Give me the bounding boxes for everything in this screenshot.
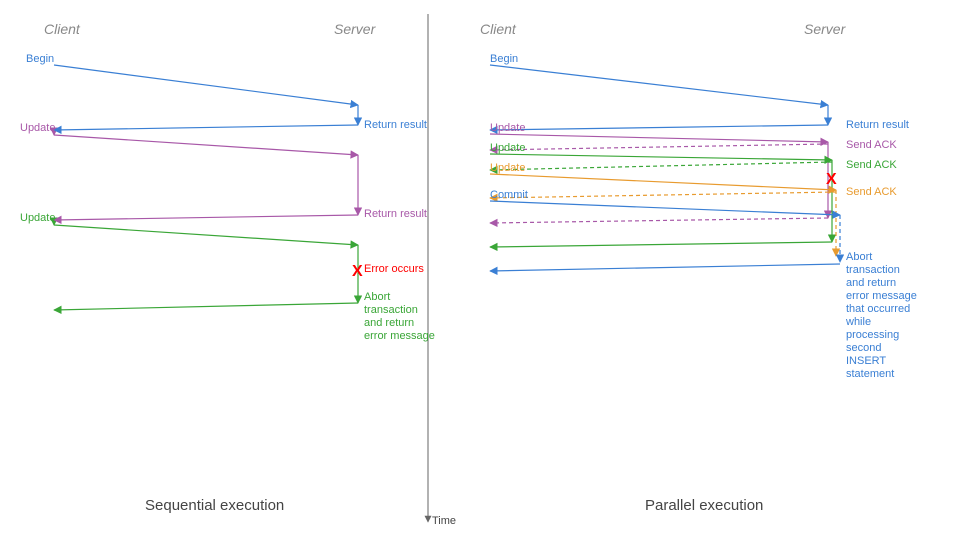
seq-arrow-5: [54, 303, 358, 310]
seq-error-icon: X: [352, 263, 363, 280]
par-error-icon: X: [826, 171, 837, 188]
par-arrow-8-label: Commit: [490, 189, 528, 201]
par-annotation: Aborttransactionand returnerror messaget…: [845, 251, 917, 380]
seq-arrow-3: [54, 215, 358, 220]
par-arrow-10: [490, 242, 832, 247]
par-arrow-1-label: Return result: [846, 119, 909, 131]
par-arrow-2: [490, 134, 828, 142]
par-arrow-2-label: Update: [490, 122, 525, 134]
par-arrow-1: [490, 125, 828, 130]
seq-arrow-0: [54, 65, 358, 105]
time-label: Time: [432, 515, 456, 527]
seq-arrow-4-label: Update: [20, 212, 55, 224]
par-arrow-11: [490, 264, 840, 271]
par-arrow-0: [490, 65, 828, 105]
par-arrow-5-label: Send ACK: [846, 159, 897, 171]
seq-arrow-3-label: Return result: [364, 208, 427, 220]
par-arrow-5: [490, 162, 832, 170]
par-client-header: Client: [480, 21, 517, 37]
seq-caption: Sequential execution: [145, 497, 284, 514]
par-arrow-7-label: Send ACK: [846, 186, 897, 198]
seq-server-header: Server: [334, 21, 377, 37]
seq-arrow-2-label: Update: [20, 122, 55, 134]
par-server-header: Server: [804, 21, 847, 37]
sequence-diagram: Time Client Server Begin Return result Update…: [0, 0, 960, 540]
seq-arrow-4: [54, 225, 358, 245]
seq-error-label: Error occurs: [364, 263, 424, 275]
par-arrow-3-label: Send ACK: [846, 139, 897, 151]
par-arrow-3: [490, 144, 828, 150]
par-arrow-9: [490, 218, 828, 223]
par-arrow-8: [490, 201, 840, 215]
seq-client-header: Client: [44, 21, 81, 37]
par-arrow-4-label: Update: [490, 142, 525, 154]
par-arrow-6-label: Update: [490, 162, 525, 174]
par-arrow-4: [490, 154, 832, 160]
par-arrow-6: [490, 174, 836, 190]
seq-annotation: Aborttransactionand returnerror message: [364, 291, 435, 342]
par-arrow-7: [490, 192, 836, 198]
par-caption: Parallel execution: [645, 497, 763, 514]
seq-arrow-1-label: Return result: [364, 119, 427, 131]
par-arrow-0-label: Begin: [490, 53, 518, 65]
seq-arrow-1: [54, 125, 358, 130]
seq-arrow-0-label: Begin: [26, 53, 54, 65]
seq-arrow-2: [54, 135, 358, 155]
